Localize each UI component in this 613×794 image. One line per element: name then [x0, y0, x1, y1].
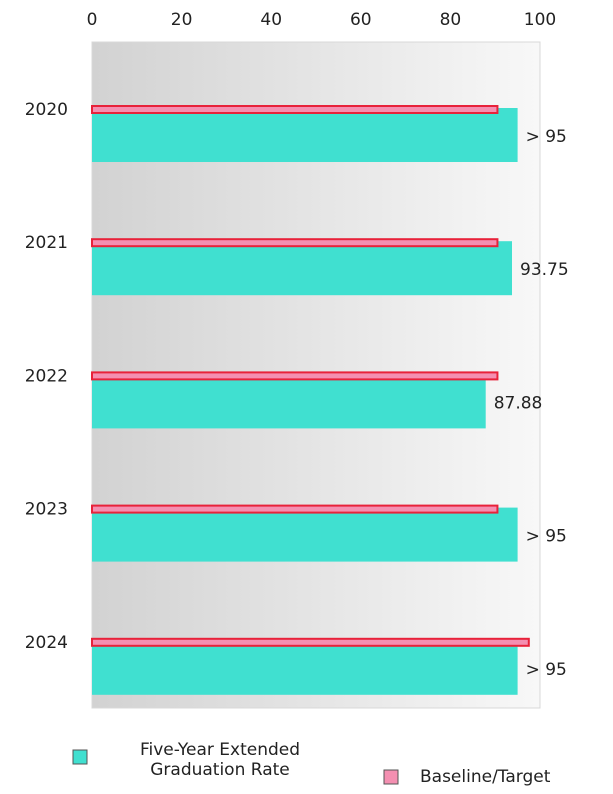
legend-swatch	[72, 749, 88, 765]
legend-label: Five-Year Extended Graduation Rate	[139, 740, 301, 780]
data-label: > 95	[526, 127, 567, 147]
y-tick-label: 2024	[25, 633, 68, 653]
x-tick-label: 40	[260, 10, 282, 30]
bar	[92, 507, 518, 562]
x-tick-label: 80	[440, 10, 462, 30]
target-bar	[91, 504, 499, 514]
target-bar	[91, 637, 530, 647]
x-tick-label: 20	[171, 10, 193, 30]
legend-label: Baseline/Target	[420, 767, 551, 787]
x-tick-label: 0	[87, 10, 98, 30]
target-bar	[91, 238, 499, 248]
y-tick-label: 2023	[25, 500, 68, 520]
bar	[92, 241, 512, 296]
x-tick-label: 100	[524, 10, 556, 30]
bar	[92, 640, 518, 695]
y-tick-label: 2021	[25, 233, 68, 253]
data-label: > 95	[526, 527, 567, 547]
bar	[92, 374, 486, 429]
target-bar	[91, 371, 499, 381]
target-bar	[91, 105, 499, 114]
data-label: 87.88	[494, 393, 543, 413]
data-label: 93.75	[520, 260, 569, 280]
x-tick-label: 60	[350, 10, 372, 30]
bar	[92, 108, 518, 162]
legend-swatch	[383, 769, 399, 785]
y-tick-label: 2020	[25, 100, 68, 120]
data-label: > 95	[526, 660, 567, 680]
y-tick-label: 2022	[25, 366, 68, 386]
